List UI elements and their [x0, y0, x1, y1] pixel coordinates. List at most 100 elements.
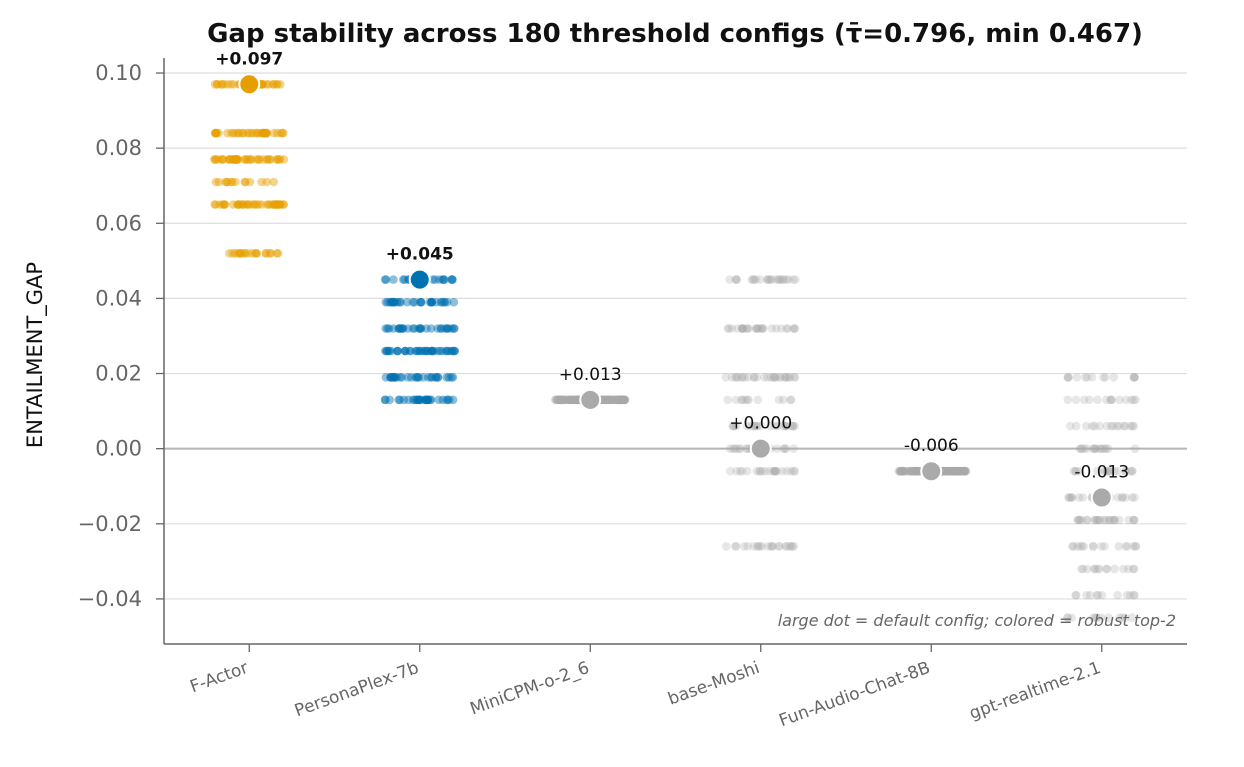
- config-point: [447, 275, 457, 284]
- config-point: [1100, 542, 1109, 551]
- config-point: [609, 395, 619, 405]
- config-point: [426, 324, 436, 333]
- config-point: [786, 395, 796, 405]
- config-point: [913, 466, 922, 476]
- config-point: [231, 155, 240, 164]
- config-point: [384, 346, 394, 356]
- config-point: [412, 395, 422, 405]
- config-point: [615, 395, 624, 405]
- config-point: [563, 395, 572, 405]
- config-point: [1127, 466, 1137, 476]
- config-point: [261, 128, 271, 138]
- config-point: [392, 373, 401, 382]
- config-point: [619, 395, 628, 405]
- config-point: [1083, 515, 1092, 525]
- config-point: [946, 466, 956, 476]
- config-point: [1104, 613, 1113, 622]
- config-point: [732, 275, 742, 284]
- config-point: [1091, 515, 1100, 525]
- value-label: +0.000: [729, 414, 792, 434]
- config-point: [603, 395, 612, 405]
- config-point: [390, 373, 400, 382]
- config-point: [427, 373, 437, 382]
- config-point: [1129, 373, 1139, 382]
- config-point: [411, 346, 421, 356]
- config-point: [1110, 515, 1119, 525]
- config-point: [781, 421, 791, 431]
- config-point: [946, 466, 955, 476]
- config-point: [224, 155, 234, 164]
- config-point: [1117, 493, 1127, 502]
- config-point: [233, 200, 242, 209]
- config-point: [443, 395, 453, 405]
- config-point: [943, 466, 953, 476]
- config-point: [389, 297, 399, 307]
- config-point: [396, 324, 406, 333]
- config-point: [1075, 444, 1085, 454]
- config-point: [773, 421, 782, 431]
- config-point: [217, 80, 226, 89]
- config-point: [228, 249, 237, 258]
- config-point: [1088, 542, 1098, 551]
- config-point: [1120, 421, 1130, 431]
- config-point: [410, 324, 420, 333]
- config-point: [423, 346, 433, 356]
- y-tick-label: 0.06: [95, 211, 142, 235]
- config-point: [610, 395, 620, 405]
- config-point: [767, 542, 777, 551]
- config-point: [434, 395, 444, 405]
- config-point: [388, 297, 398, 307]
- config-point: [1109, 515, 1119, 525]
- config-point: [213, 80, 222, 89]
- config-point: [1071, 395, 1081, 405]
- config-point: [763, 275, 773, 284]
- config-point: [268, 80, 278, 89]
- config-point: [1095, 421, 1104, 431]
- config-point: [243, 249, 253, 258]
- config-point: [1117, 613, 1127, 622]
- config-point: [262, 177, 272, 187]
- config-point: [211, 177, 221, 187]
- config-point: [737, 324, 747, 333]
- config-point: [942, 466, 952, 476]
- config-point: [603, 395, 613, 405]
- default-point: [920, 460, 943, 483]
- config-point: [774, 542, 784, 551]
- config-point: [403, 324, 413, 333]
- config-point: [749, 421, 759, 431]
- config-point: [1121, 542, 1130, 551]
- config-point: [416, 297, 426, 307]
- config-point: [946, 466, 956, 476]
- config-point: [1092, 613, 1102, 622]
- config-point: [1075, 515, 1085, 525]
- x-tick-label: MiniCPM-o-2_6: [468, 658, 592, 720]
- config-point: [765, 466, 774, 476]
- config-point: [620, 395, 629, 405]
- config-point: [210, 128, 220, 138]
- config-point: [218, 155, 228, 164]
- config-point: [620, 395, 630, 405]
- config-point: [615, 395, 624, 405]
- config-point: [217, 155, 226, 164]
- config-point: [389, 275, 398, 284]
- config-point: [1130, 373, 1139, 382]
- config-point: [770, 466, 780, 476]
- config-point: [948, 466, 958, 476]
- config-point: [731, 395, 741, 405]
- config-point: [956, 466, 966, 476]
- config-point: [440, 324, 450, 333]
- config-point: [894, 466, 903, 476]
- config-point: [215, 200, 225, 209]
- config-point: [274, 155, 284, 164]
- config-point: [560, 395, 570, 405]
- config-point: [1129, 564, 1139, 574]
- config-point: [738, 324, 747, 333]
- config-point: [437, 297, 447, 307]
- config-point: [232, 155, 241, 164]
- x-tick-label: Fun-Audio-Chat-8B: [776, 658, 933, 731]
- config-point: [788, 421, 798, 431]
- config-point: [559, 395, 568, 405]
- config-point: [756, 324, 765, 333]
- config-point: [433, 373, 443, 382]
